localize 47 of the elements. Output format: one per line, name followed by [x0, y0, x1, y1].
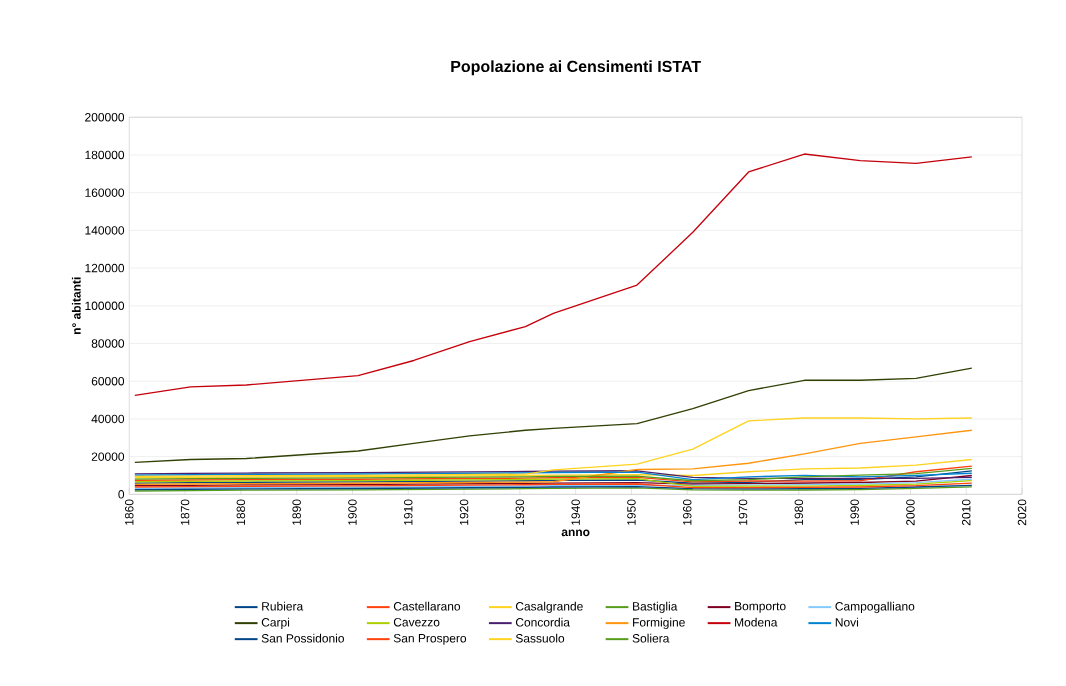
legend-label: Castellarano — [393, 601, 461, 611]
y-tick-label: 100000 — [85, 301, 125, 310]
y-tick-label: 120000 — [85, 263, 125, 273]
chart-title: Popolazione ai Censimenti ISTAT — [451, 60, 701, 76]
x-axis-title: anno — [561, 529, 590, 537]
y-tick-label: 60000 — [91, 376, 125, 386]
x-tick-label: 1900 — [348, 499, 357, 525]
x-tick-label: 1920 — [459, 499, 469, 525]
y-tick-label: 40000 — [91, 414, 125, 424]
x-tick-label: 1950 — [627, 499, 636, 525]
y-tick-label: 180000 — [85, 150, 125, 160]
legend-label: Novi — [835, 617, 859, 627]
legend-label: Casalgrande — [515, 601, 583, 613]
y-axis-title: n° abitanti — [71, 277, 81, 334]
x-tick-label: 1970 — [738, 499, 748, 525]
x-tick-label: 1890 — [292, 499, 301, 525]
y-tick-label: 20000 — [91, 452, 125, 461]
legend-label: Bomporto — [735, 601, 786, 613]
y-tick-label: 140000 — [85, 226, 125, 235]
y-tick-label: 0 — [118, 490, 125, 499]
x-tick-label: 1930 — [515, 499, 525, 525]
legend-label: San Prospero — [393, 633, 467, 645]
legend-label: Sassuolo — [515, 633, 565, 643]
legend-label: Carpi — [261, 617, 290, 629]
x-tick-label: 1910 — [404, 499, 413, 525]
x-tick-label: 1940 — [571, 499, 580, 525]
legend-label: Bastiglia — [633, 601, 678, 613]
x-tick-label: 1980 — [794, 499, 804, 525]
legend-label: Campogalliano — [835, 601, 915, 613]
x-tick-label: 1870 — [180, 499, 190, 525]
x-tick-label: 2010 — [961, 499, 971, 526]
y-tick-label: 80000 — [91, 339, 125, 348]
legend-label: Rubiera — [262, 601, 304, 611]
x-tick-label: 1860 — [125, 499, 134, 525]
legend-label: San Possidonio — [261, 633, 345, 643]
x-tick-label: 1880 — [236, 499, 246, 525]
x-tick-label: 1990 — [850, 499, 859, 525]
legend-label: Cavezzo — [393, 617, 440, 627]
y-tick-label: 200000 — [85, 112, 125, 122]
legend-label: Soliera — [632, 633, 670, 643]
x-tick-label: 1960 — [682, 499, 692, 525]
x-tick-label: 2020 — [1017, 499, 1027, 526]
y-tick-label: 160000 — [85, 188, 125, 197]
legend-label: Modena — [735, 617, 778, 627]
legend-label: Concordia — [515, 617, 570, 627]
legend-label: Formigine — [633, 617, 685, 629]
x-tick-label: 2000 — [906, 499, 915, 526]
